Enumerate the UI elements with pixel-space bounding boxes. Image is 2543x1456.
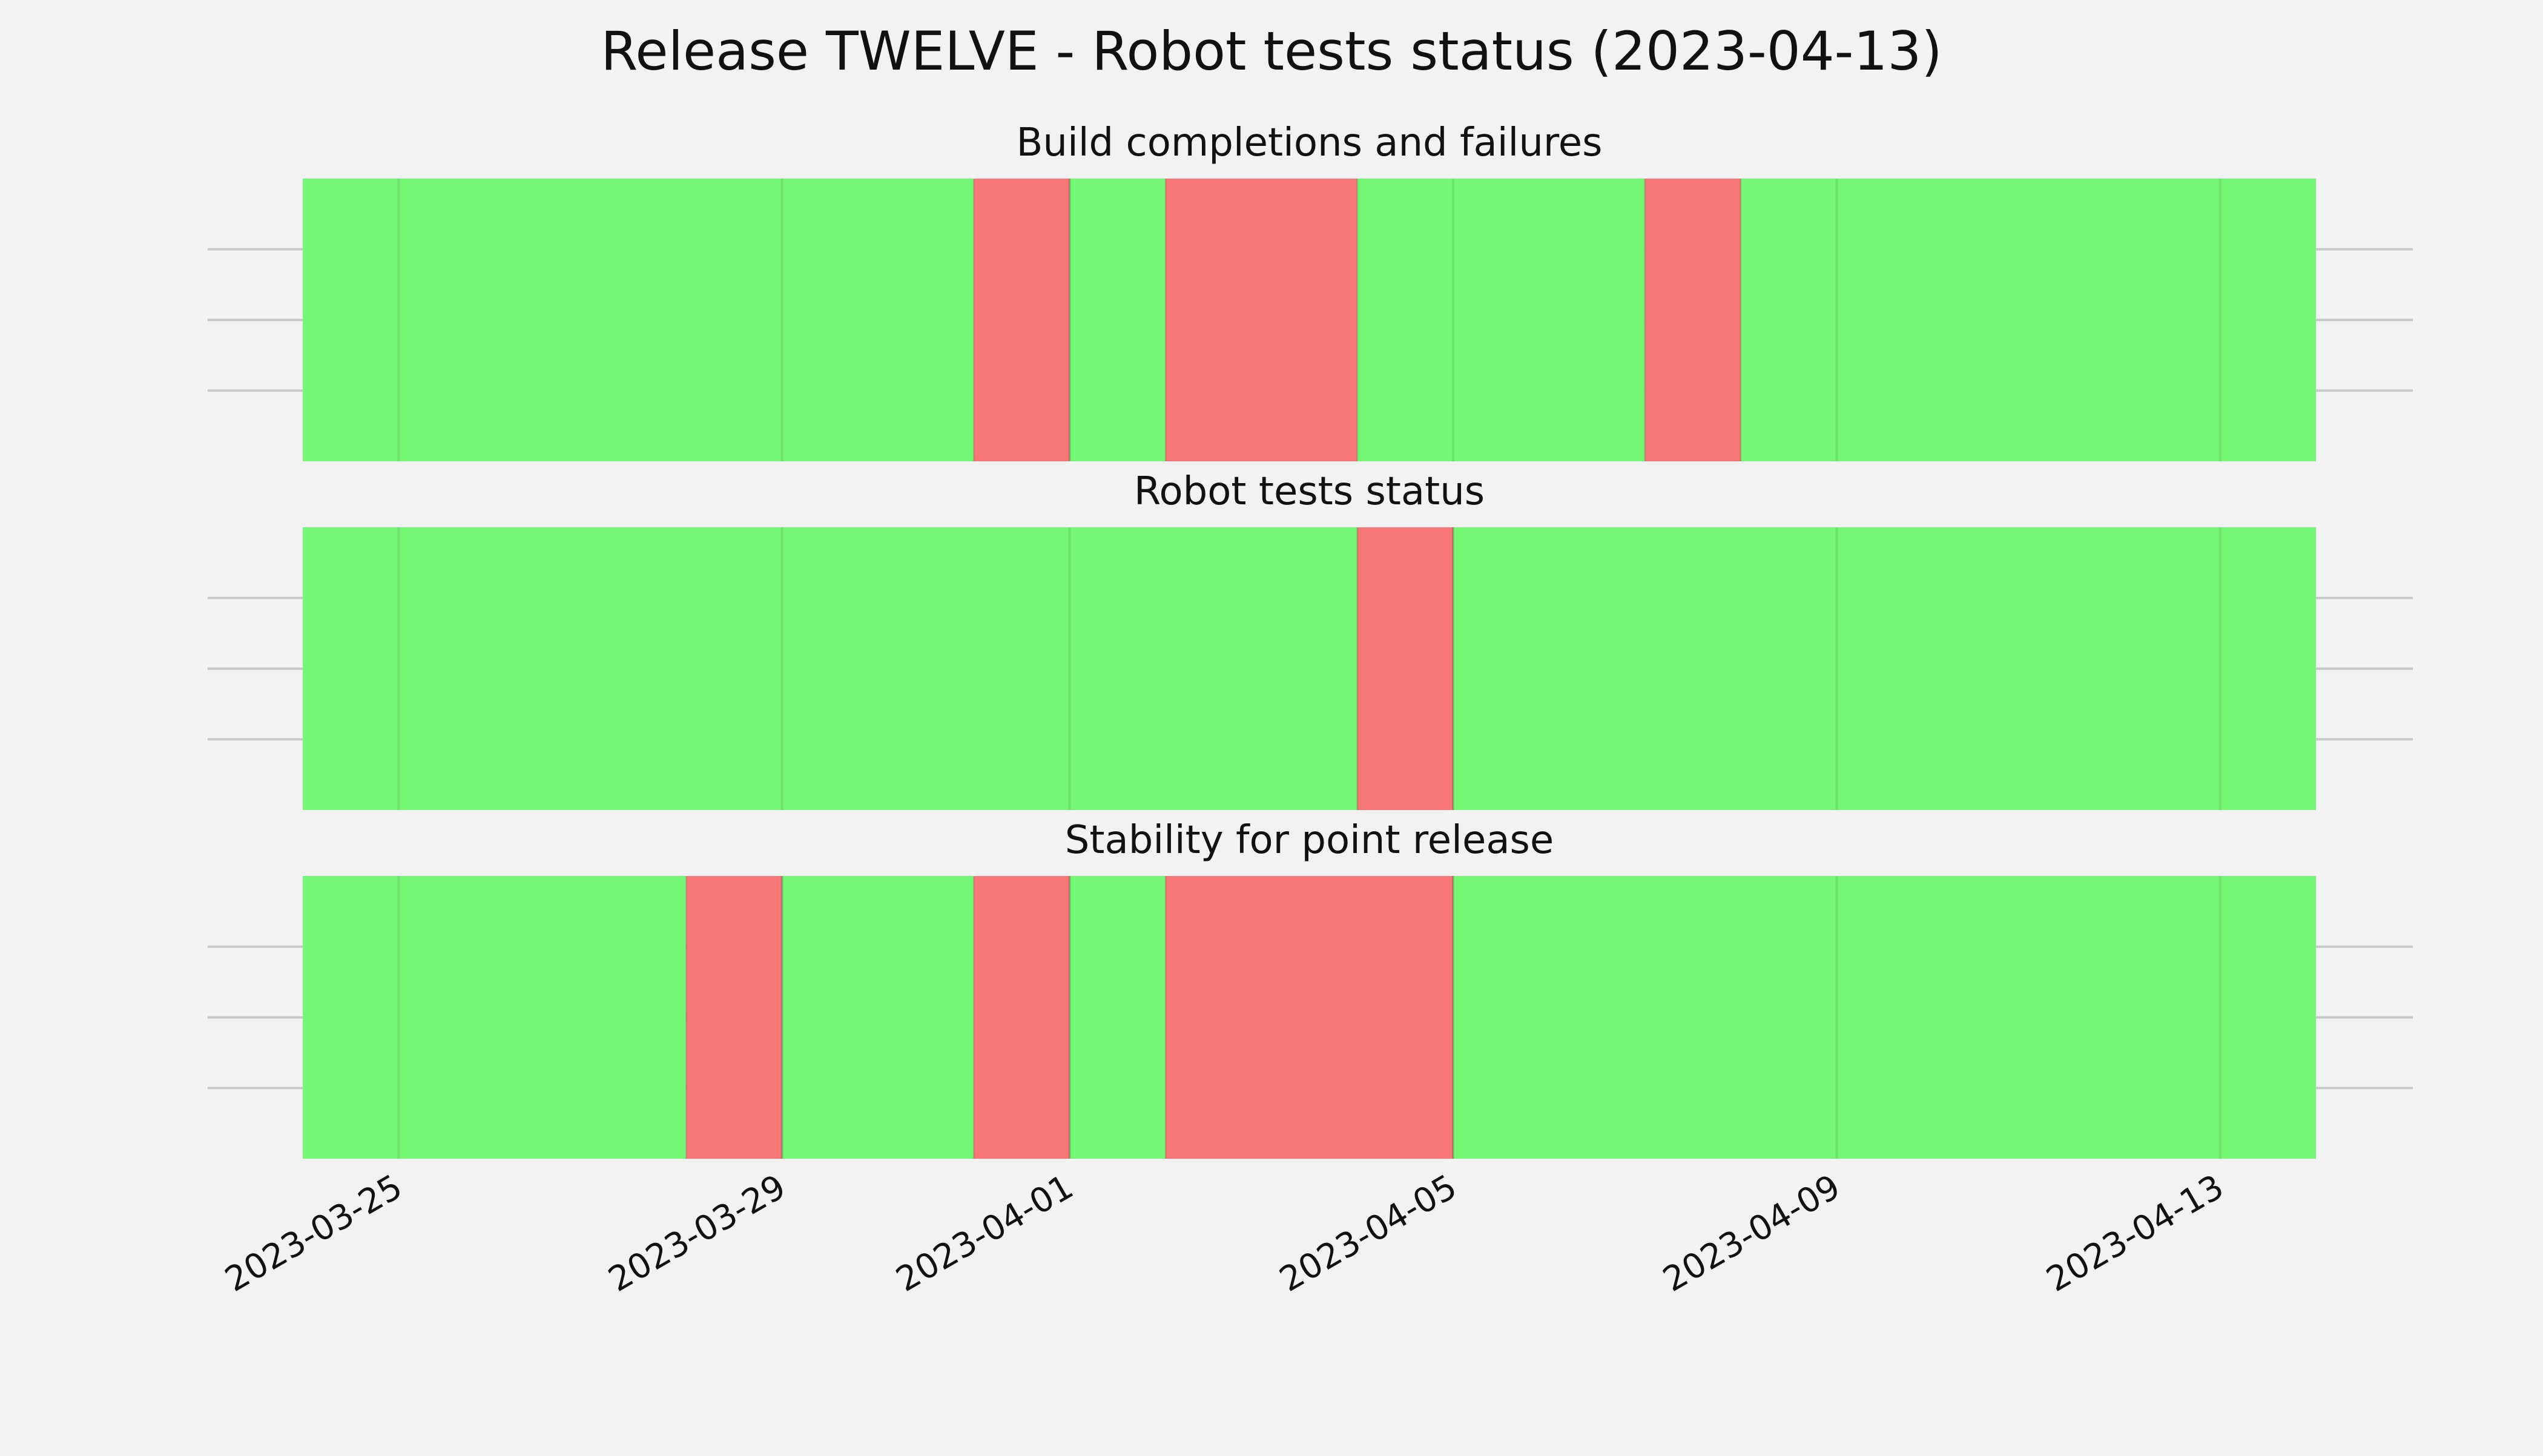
panel-title: Stability for point release bbox=[1065, 818, 1554, 863]
status-segment-pass bbox=[1453, 876, 2316, 1159]
status-segment-pass bbox=[303, 527, 1357, 810]
status-segment-pass bbox=[1357, 179, 1645, 461]
status-segment-fail bbox=[1357, 527, 1453, 810]
status-segment-fail bbox=[974, 179, 1070, 461]
status-segment-pass bbox=[1453, 527, 2316, 810]
panel-title: Robot tests status bbox=[1134, 469, 1485, 514]
panel-3: Stability for point release bbox=[208, 818, 2413, 1159]
status-segment-fail bbox=[1166, 876, 1453, 1159]
status-segment-fail bbox=[974, 876, 1070, 1159]
panel-1: Build completions and failures bbox=[208, 120, 2413, 461]
status-segment-fail bbox=[686, 876, 782, 1159]
panels-layer: Build completions and failures Robot test… bbox=[208, 120, 2413, 1159]
status-segment-pass bbox=[782, 876, 974, 1159]
status-segment-pass bbox=[303, 876, 687, 1159]
panel-2: Robot tests status bbox=[208, 469, 2413, 810]
status-segment-pass bbox=[1069, 876, 1166, 1159]
status-segment-fail bbox=[1644, 179, 1741, 461]
status-segment-fail bbox=[1166, 179, 1357, 461]
status-segment-pass bbox=[303, 179, 974, 461]
status-segment-pass bbox=[1741, 179, 2316, 461]
status-segment-pass bbox=[1069, 179, 1166, 461]
panel-title: Build completions and failures bbox=[1017, 120, 1603, 165]
chart-title: Release TWELVE - Robot tests status (202… bbox=[601, 20, 1942, 82]
